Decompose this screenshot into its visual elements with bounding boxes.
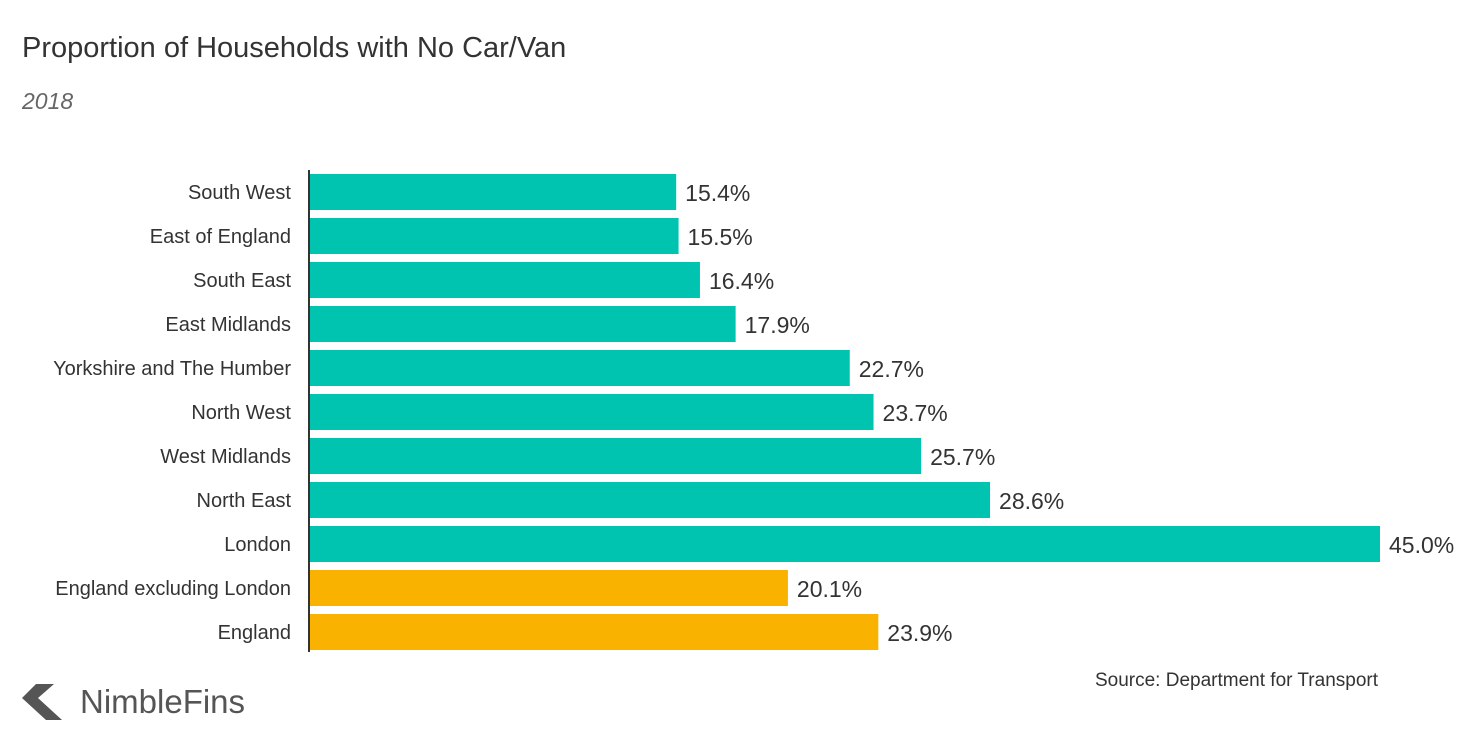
bar — [310, 526, 1380, 562]
bar — [310, 438, 922, 474]
category-label: West Midlands — [160, 446, 291, 468]
bar — [310, 394, 874, 430]
category-label: North East — [197, 490, 292, 512]
bar — [310, 174, 677, 210]
category-label: South West — [188, 182, 291, 204]
data-label: 22.7% — [859, 356, 924, 382]
category-label: South East — [193, 270, 291, 292]
data-label: 20.1% — [797, 576, 862, 602]
data-label: 28.6% — [999, 488, 1064, 514]
bar — [310, 482, 991, 518]
data-label: 16.4% — [709, 268, 774, 294]
bar — [310, 614, 879, 650]
bar — [310, 350, 850, 386]
bar — [310, 262, 700, 298]
source-note: Source: Department for Transport — [1094, 670, 1378, 691]
category-label: East Midlands — [165, 314, 291, 336]
logo: NimbleFins — [20, 683, 245, 721]
data-label: 23.7% — [883, 400, 948, 426]
nimblefins-logo-icon — [22, 684, 62, 720]
chart-title: Proportion of Households with No Car/Van — [22, 32, 567, 64]
bar — [310, 218, 679, 254]
bar — [310, 306, 736, 342]
data-label: 23.9% — [887, 620, 952, 646]
data-label: 15.5% — [688, 224, 753, 250]
data-label: 15.4% — [685, 180, 750, 206]
data-label: 25.7% — [930, 444, 995, 470]
data-label: 45.0% — [1389, 532, 1454, 558]
category-label: North West — [191, 402, 291, 424]
logo-text: NimbleFins — [80, 683, 246, 720]
category-label: England excluding London — [55, 578, 291, 600]
chart-subtitle: 2018 — [22, 88, 74, 114]
data-label: 17.9% — [745, 312, 810, 338]
category-label: Yorkshire and The Humber — [53, 358, 291, 380]
category-label: East of England — [150, 226, 291, 248]
category-label: England — [218, 622, 291, 644]
category-label: London — [224, 534, 291, 556]
bar — [310, 570, 788, 606]
